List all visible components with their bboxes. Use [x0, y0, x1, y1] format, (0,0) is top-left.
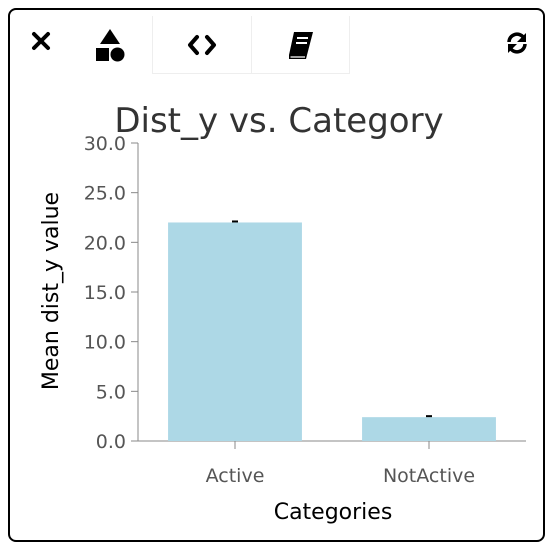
tab-shapes[interactable]: [68, 16, 152, 74]
y-tick-label: 20.0: [84, 232, 126, 254]
code-icon: [188, 34, 216, 55]
x-tick-label: NotActive: [383, 465, 475, 487]
y-tick-label: 30.0: [84, 133, 126, 155]
close-button[interactable]: [28, 28, 54, 54]
refresh-button[interactable]: [502, 28, 532, 58]
y-tick-label: 15.0: [84, 282, 126, 304]
tab-docs[interactable]: [252, 16, 350, 74]
chart-panel: Dist_y vs. Category 0.0 5.0 10.0 15.0 20.0 25…: [8, 8, 545, 542]
y-axis-ticks: 0.0 5.0 10.0 15.0 20.0 25.0 30.0: [84, 133, 138, 453]
y-tick-label: 5.0: [96, 381, 126, 403]
y-tick-label: 25.0: [84, 183, 126, 205]
bar-chart: Dist_y vs. Category 0.0 5.0 10.0 15.0 20.0 25…: [39, 101, 526, 525]
bar: [168, 222, 302, 441]
book-icon: [288, 31, 313, 59]
y-tick-label: 10.0: [84, 332, 126, 354]
shapes-icon: [96, 29, 125, 62]
y-axis-label: Mean dist_y value: [39, 192, 64, 390]
refresh-icon: [507, 32, 527, 54]
tab-code[interactable]: [152, 16, 252, 74]
x-tick-label: Active: [206, 465, 265, 487]
x-axis-label: Categories: [274, 500, 393, 525]
close-icon: [32, 32, 50, 50]
x-axis-ticks: Active NotActive: [206, 441, 475, 487]
chart-title: Dist_y vs. Category: [114, 101, 443, 141]
y-tick-label: 0.0: [96, 431, 126, 453]
bars-group: [168, 220, 496, 441]
toolbar: [10, 10, 543, 76]
bar: [362, 417, 496, 441]
